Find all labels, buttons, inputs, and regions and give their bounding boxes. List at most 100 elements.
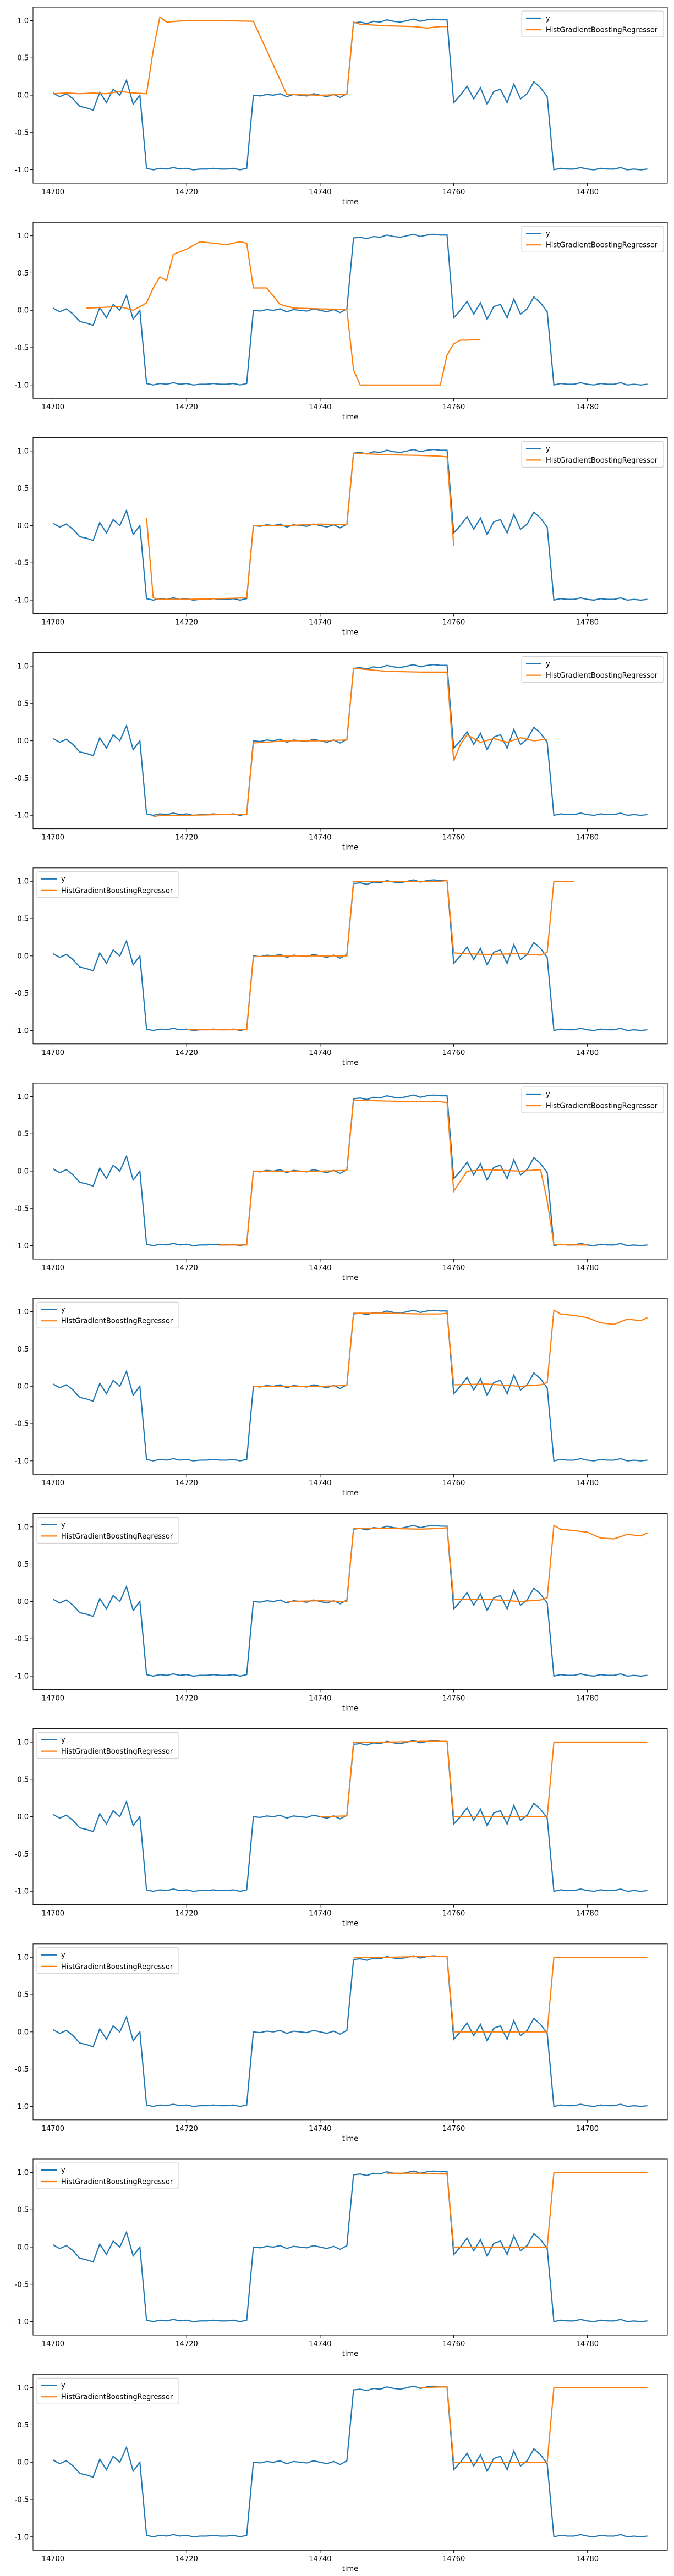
y-tick-label: -1.0: [15, 381, 29, 389]
series-line-prediction: [420, 2386, 648, 2463]
y-tick-label: 0.5: [17, 1776, 29, 1784]
legend-label: HistGradientBoostingRegressor: [61, 2178, 173, 2187]
y-tick-label: 0.5: [17, 485, 29, 493]
legend: y HistGradientBoostingRegressor: [521, 441, 664, 468]
series-line-y: [52, 448, 648, 601]
x-tick-label: 14780: [576, 1264, 599, 1272]
series-line-prediction: [320, 1740, 648, 1817]
x-tick-label: 14760: [442, 1694, 465, 1702]
x-tick-label: 14700: [42, 403, 64, 411]
x-tick-label: 14720: [175, 2555, 198, 2563]
series-line-prediction: [86, 241, 481, 386]
x-tick-label: 14700: [42, 1479, 64, 1487]
legend-box: [521, 226, 664, 252]
x-tick-label: 14720: [175, 403, 198, 411]
y-tick-label: 1.0: [17, 1093, 29, 1101]
x-axis-label: time: [342, 1059, 358, 1067]
y-tick-label: -0.5: [15, 1635, 29, 1644]
y-tick-label: -0.5: [15, 1205, 29, 1213]
x-axis-label: time: [342, 2350, 358, 2358]
x-axis-label: time: [342, 1274, 358, 1282]
subplot-9: 14700 14720 14740 14760 14780 -1.0 -0.5 0.0 0.5 1…: [15, 1728, 668, 1928]
x-tick-label: 14780: [576, 1694, 599, 1702]
x-tick-label: 14760: [442, 834, 465, 842]
y-tick-label: -0.5: [15, 129, 29, 137]
legend-box: [36, 1947, 179, 1974]
y-tick-label: 0.0: [17, 1168, 29, 1176]
x-tick-label: 14780: [576, 1479, 599, 1487]
x-tick-label: 14740: [309, 2555, 331, 2563]
x-tick-label: 14780: [576, 2555, 599, 2563]
legend-label: HistGradientBoostingRegressor: [61, 1533, 173, 1541]
x-tick-label: 14720: [175, 1264, 198, 1272]
x-tick-label: 14780: [576, 2125, 599, 2133]
x-tick-label: 14720: [175, 1479, 198, 1487]
x-tick-label: 14760: [442, 1910, 465, 1918]
y-tick-label: 0.5: [17, 54, 29, 63]
x-tick-label: 14780: [576, 1910, 599, 1918]
legend-label: y: [546, 15, 550, 23]
legend-label: y: [61, 2167, 65, 2175]
y-tick-label: 1.0: [17, 447, 29, 455]
x-tick-label: 14780: [576, 188, 599, 196]
series-line-prediction: [220, 1100, 588, 1246]
legend-box: [521, 10, 664, 37]
y-tick-label: -1.0: [15, 1672, 29, 1680]
y-tick-label: -1.0: [15, 1242, 29, 1250]
x-tick-label: 14760: [442, 1049, 465, 1057]
legend-box: [36, 2377, 179, 2404]
y-tick-label: 0.5: [17, 1130, 29, 1139]
y-tick-label: -1.0: [15, 2318, 29, 2326]
x-tick-label: 14700: [42, 1264, 64, 1272]
series-line-y: [52, 664, 648, 816]
y-tick-label: 1.0: [17, 2384, 29, 2392]
y-tick-label: 1.0: [17, 663, 29, 671]
series-line-prediction: [146, 452, 454, 600]
y-tick-label: 0.0: [17, 522, 29, 530]
series-line-prediction: [253, 1309, 648, 1387]
y-tick-label: 0.0: [17, 307, 29, 315]
x-axis-label: time: [342, 628, 358, 636]
x-tick-label: 14740: [309, 618, 331, 627]
x-tick-label: 14780: [576, 403, 599, 411]
subplot-12: 14700 14720 14740 14760 14780 -1.0 -0.5 0.0 0.5 1…: [15, 2374, 668, 2573]
y-tick-label: -0.5: [15, 990, 29, 998]
y-tick-label: 0.0: [17, 92, 29, 100]
x-tick-label: 14700: [42, 1049, 64, 1057]
x-tick-label: 14720: [175, 1049, 198, 1057]
x-tick-label: 14700: [42, 2340, 64, 2348]
subplot-10: 14700 14720 14740 14760 14780 -1.0 -0.5 0.0 0.5 1…: [15, 1943, 668, 2143]
y-tick-label: 0.5: [17, 700, 29, 708]
legend: y HistGradientBoostingRegressor: [36, 1517, 179, 1544]
subplot-1: 14700 14720 14740 14760 14780 -1.0 -0.5 0.0 0.5 1…: [15, 7, 668, 206]
x-tick-label: 14720: [175, 188, 198, 196]
y-tick-label: 0.5: [17, 2206, 29, 2215]
y-tick-label: 0.5: [17, 1991, 29, 2000]
legend: y HistGradientBoostingRegressor: [521, 656, 664, 683]
legend-box: [521, 656, 664, 683]
x-axis-label: time: [342, 2565, 358, 2573]
subplot-3: 14700 14720 14740 14760 14780 -1.0 -0.5 0.0 0.5 1…: [15, 437, 668, 636]
legend-box: [36, 1301, 179, 1328]
x-tick-label: 14760: [442, 403, 465, 411]
legend-label: HistGradientBoostingRegressor: [61, 1317, 173, 1326]
x-tick-label: 14740: [309, 1049, 331, 1057]
y-tick-label: -0.5: [15, 2066, 29, 2074]
y-tick-label: -1.0: [15, 812, 29, 820]
legend: y HistGradientBoostingRegressor: [36, 871, 179, 898]
x-tick-label: 14720: [175, 2340, 198, 2348]
x-tick-label: 14700: [42, 2125, 64, 2133]
y-tick-label: -0.5: [15, 1850, 29, 1859]
y-tick-label: 0.0: [17, 1598, 29, 1606]
legend-label: y: [61, 2382, 65, 2390]
y-tick-label: 0.0: [17, 2459, 29, 2467]
legend-label: y: [546, 445, 550, 453]
y-tick-label: -0.5: [15, 775, 29, 783]
x-tick-label: 14780: [576, 618, 599, 627]
y-tick-label: 0.0: [17, 952, 29, 960]
legend-box: [521, 441, 664, 468]
x-tick-label: 14700: [42, 188, 64, 196]
legend-label: HistGradientBoostingRegressor: [546, 672, 658, 680]
x-tick-label: 14780: [576, 2340, 599, 2348]
